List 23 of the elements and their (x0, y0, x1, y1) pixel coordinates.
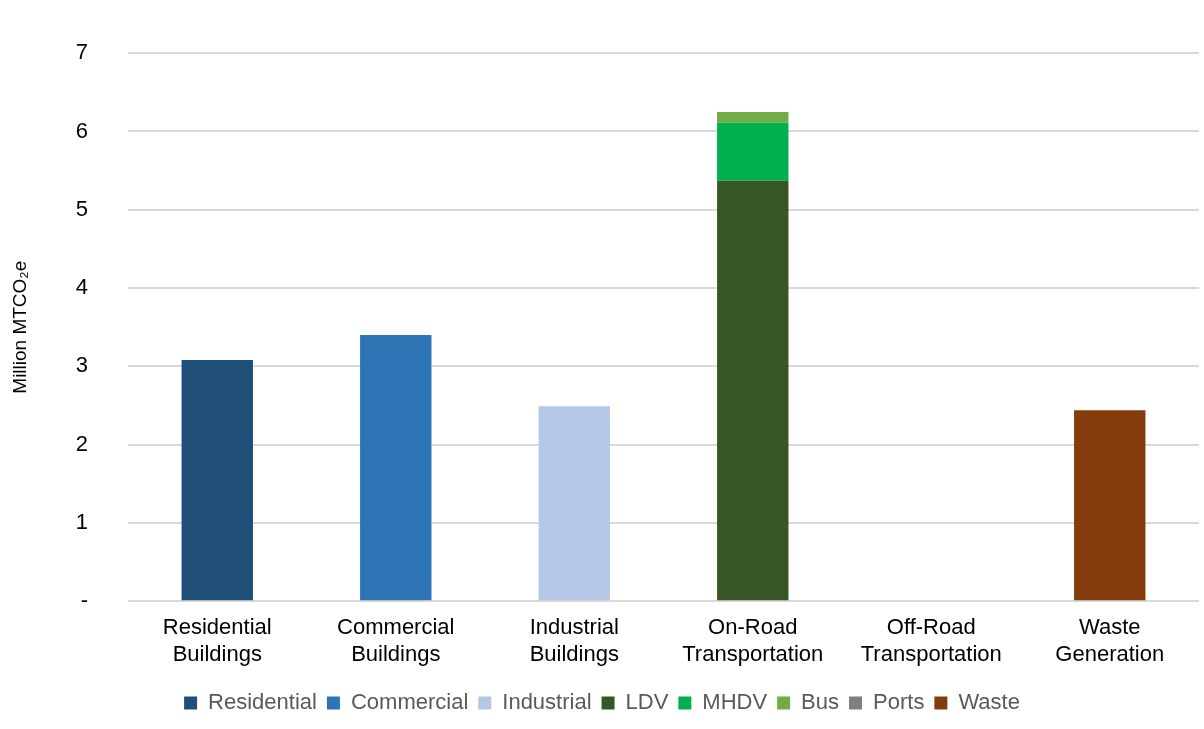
y-tick-label: 6 (75, 117, 89, 143)
x-tick-label: Residential Buildings (162, 614, 272, 666)
y-axis-title: Million MTCO₂e (8, 260, 30, 394)
legend-label: LDV (625, 689, 669, 715)
y-tick-label: 5 (75, 195, 89, 221)
legend-label: Residential (208, 689, 317, 715)
x-tick-label: On-Road Transportation (682, 614, 824, 666)
x-tick-label: Off-Road Transportation (860, 614, 1002, 666)
y-tick-label: 4 (75, 274, 89, 300)
legend-label: Waste (958, 689, 1020, 715)
legend-label: Industrial (502, 689, 592, 715)
legend-label: Bus (801, 689, 840, 715)
y-tick-label: 3 (75, 352, 89, 378)
x-tick-label: Waste Generation (1055, 614, 1165, 666)
legend-label: Ports (873, 689, 925, 715)
x-tick-label: Commercial Buildings (337, 614, 455, 666)
y-tick-label: 7 (75, 39, 89, 65)
y-tick-label: - (80, 587, 89, 613)
legend-label: Commercial (350, 689, 469, 715)
legend-label: MHDV (702, 689, 768, 715)
y-tick-label: 1 (75, 508, 89, 534)
x-tick-label: Industrial Buildings (529, 614, 619, 666)
y-tick-label: 2 (75, 430, 89, 456)
